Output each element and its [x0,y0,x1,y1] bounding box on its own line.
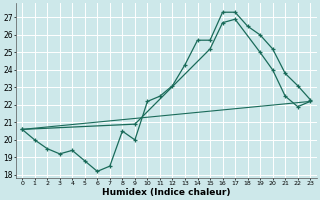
X-axis label: Humidex (Indice chaleur): Humidex (Indice chaleur) [102,188,230,197]
